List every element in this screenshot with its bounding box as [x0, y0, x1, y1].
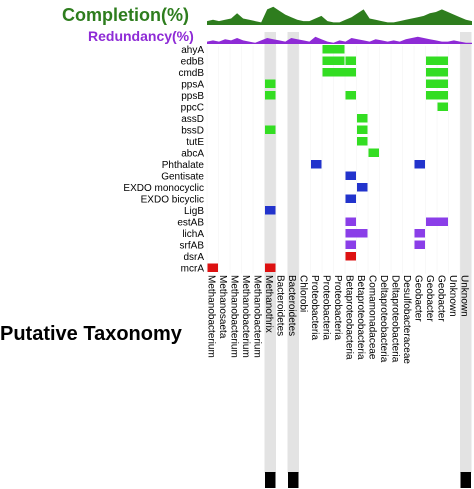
gene-labels: ahyAedbBcmdBppsAppsBppcCassDbssDtutEabcA…	[123, 45, 204, 275]
heatmap-cell	[345, 240, 356, 249]
highlight-markers	[265, 472, 471, 488]
gene-label: LigB	[184, 206, 204, 217]
redundancy-area-profile	[207, 36, 472, 44]
heatmap-cell	[322, 56, 345, 65]
gene-label: edbB	[181, 56, 205, 67]
taxon-label: Geobacter	[424, 275, 435, 322]
heatmap-cell	[345, 171, 356, 180]
heatmap-cell	[426, 79, 448, 88]
gene-label: ppsA	[181, 79, 204, 90]
highlight-marker	[460, 472, 471, 488]
taxon-label: Bacteroidetes	[275, 275, 286, 336]
taxon-label: Methanobacterium	[240, 275, 251, 358]
gene-label: dsrA	[183, 252, 204, 263]
gene-label: EXDO bicyclic	[141, 194, 204, 205]
taxon-label: Methanobacterium	[206, 275, 217, 358]
heatmap-cell	[368, 148, 379, 157]
completion-title: Completion(%)	[62, 5, 189, 25]
heatmap-cell	[265, 206, 276, 215]
gene-label: assD	[181, 114, 204, 125]
heatmap-cell	[426, 68, 448, 77]
gene-label: EXDO monocyclic	[123, 183, 204, 194]
taxa-labels: Methanobacterium Methanosaeta Methanobacte…	[206, 275, 470, 364]
taxon-label: Deltaproteobacteria	[378, 275, 389, 363]
gene-label: Phthalate	[162, 160, 205, 171]
taxon-label: Geobacter	[436, 275, 447, 322]
taxon-label: Betaproteobacteria	[355, 275, 366, 360]
heatmap-cell	[265, 263, 276, 272]
gene-label: ahyA	[181, 45, 204, 56]
completion-area-profile	[207, 6, 472, 26]
highlighted-taxon-columns	[264, 32, 472, 473]
heatmap-cell	[414, 160, 425, 169]
heatmap-cell	[426, 91, 448, 100]
heatmap-cell	[437, 102, 448, 111]
heatmap-cell	[345, 217, 356, 226]
gene-label: lichA	[182, 229, 204, 240]
taxon-label: Unknown	[459, 275, 470, 317]
taxon-label: Proteobacteria	[332, 275, 343, 340]
heatmap-cell	[345, 229, 368, 238]
taxon-label: Bacteroidetes	[286, 275, 297, 336]
taxon-label: Proteobacteria	[321, 275, 332, 340]
taxon-label: Methanobacterium	[229, 275, 240, 358]
highlight-column-22	[460, 32, 472, 473]
heatmap-cell	[207, 263, 218, 272]
gene-label: bssD	[181, 125, 204, 136]
heatmap-cell	[322, 45, 345, 54]
taxon-label: Chlorobi	[298, 275, 309, 312]
highlight-marker	[265, 472, 276, 488]
gene-label: ppcC	[181, 102, 204, 113]
highlight-marker	[288, 472, 299, 488]
heatmap-cell	[265, 125, 276, 134]
heatmap-cell	[414, 240, 425, 249]
heatmap-cell	[345, 91, 356, 100]
taxon-label: Proteobacteria	[309, 275, 320, 340]
taxon-label: Geobacter	[413, 275, 424, 322]
taxon-label: Deltaproteobacteria	[390, 275, 401, 363]
x-axis-title: Putative Taxonomy	[0, 323, 183, 345]
heatmap-cell	[357, 125, 368, 134]
taxon-label: Methanothrix	[263, 275, 274, 333]
taxon-label: Desulfobacteraceae	[401, 275, 412, 364]
heatmap-cell	[345, 194, 356, 203]
redundancy-title: Redundancy(%)	[88, 28, 194, 44]
gene-label: estAB	[177, 217, 204, 228]
highlight-column-7	[287, 32, 299, 473]
heatmap-cell	[426, 56, 448, 65]
heatmap-cell	[345, 56, 356, 65]
gene-label: abcA	[181, 148, 204, 159]
heatmap-grid	[206, 46, 472, 274]
taxon-label: Unknown	[447, 275, 458, 317]
heatmap-cells	[207, 45, 448, 272]
taxon-label: Methanosaeta	[217, 275, 228, 339]
gene-label: Gentisate	[161, 171, 204, 182]
gene-label: cmdB	[178, 68, 204, 79]
heatmap-cell	[265, 91, 276, 100]
heatmap-cell	[345, 252, 356, 261]
heatmap-cell	[311, 160, 322, 169]
heatmap-cell	[414, 229, 425, 238]
taxon-label: Betaproteobacteria	[344, 275, 355, 360]
gene-label: mcrA	[181, 263, 205, 274]
gene-label: tutE	[186, 137, 204, 148]
heatmap-cell	[265, 79, 276, 88]
heatmap-cell	[357, 183, 368, 192]
taxon-label: Comamonadaceae	[367, 275, 378, 360]
taxon-label: Methanobacterium	[252, 275, 263, 358]
highlight-column-5	[264, 32, 276, 473]
gene-label: ppsB	[181, 91, 204, 102]
heatmap-cell	[426, 217, 448, 226]
heatmap-cell	[357, 114, 368, 123]
heatmap-cell	[357, 137, 368, 146]
gene-label: srfAB	[180, 240, 205, 251]
heatmap-cell	[322, 68, 356, 77]
